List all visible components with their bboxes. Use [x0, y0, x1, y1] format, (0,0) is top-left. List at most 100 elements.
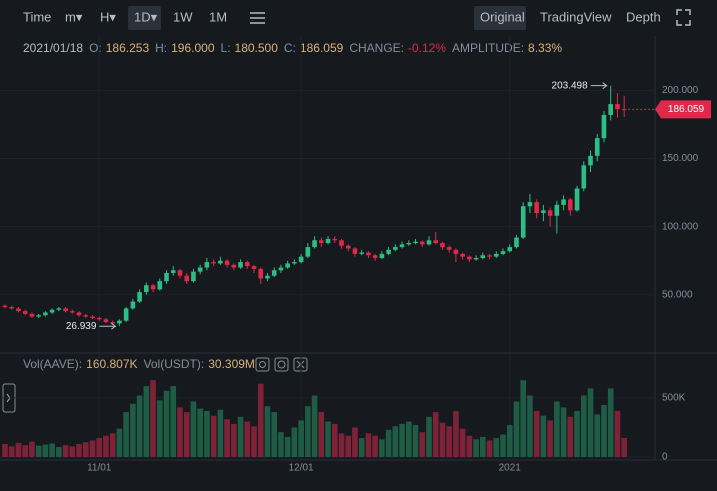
volume-bar	[8, 446, 15, 457]
interval-button[interactable]: 1D▾	[134, 9, 158, 24]
fullscreen-icon[interactable]	[676, 9, 691, 26]
volume-bar	[22, 445, 28, 457]
x-tick-label: 2021	[499, 463, 522, 474]
interval-button[interactable]: m▾	[65, 9, 83, 24]
candle-body	[157, 281, 163, 290]
volume-bar	[331, 423, 338, 457]
volume-bar	[76, 444, 82, 457]
volume-bar	[305, 406, 311, 457]
volume-bar	[513, 401, 520, 457]
volume-tick-label: 0	[662, 452, 668, 463]
volume-bar	[338, 433, 345, 457]
volume-label: Vol(USDT):	[144, 357, 205, 371]
volume-bar	[385, 429, 392, 457]
volume-bar	[264, 406, 271, 457]
volume-tick-label: 500K	[662, 393, 686, 404]
volume-bar	[29, 441, 35, 457]
candle-body	[96, 317, 102, 320]
candle-body	[292, 262, 297, 264]
candle-body	[621, 109, 627, 111]
volume-bar	[574, 410, 580, 457]
volume-legend-icons[interactable]	[255, 357, 308, 372]
volume-bar	[480, 436, 486, 457]
volume-bar	[392, 426, 399, 457]
volume-bar	[271, 412, 277, 457]
candle-body	[204, 262, 210, 268]
candle-body	[110, 322, 115, 324]
volume-label: Vol(AAVE):	[23, 357, 82, 371]
candle-body	[258, 268, 264, 279]
volume-bar	[2, 444, 8, 457]
volume-bar	[278, 432, 284, 457]
volume-bar	[345, 435, 352, 457]
interval-button[interactable]: Time	[23, 9, 51, 24]
volume-bar	[614, 410, 621, 457]
candle-body	[312, 240, 317, 248]
volume-bar	[183, 412, 190, 457]
candle-body	[534, 202, 539, 214]
candle-body	[130, 301, 136, 309]
volume-bar	[42, 444, 49, 457]
volume-bar	[379, 439, 385, 457]
candle-body	[325, 238, 331, 244]
candle-body	[211, 262, 216, 264]
info-date: 2021/01/18	[23, 41, 83, 55]
candle-body	[487, 255, 492, 257]
volume-bar	[587, 388, 594, 457]
view-button[interactable]: Depth	[626, 9, 661, 24]
info-value: -0.12%	[408, 41, 446, 55]
interval-button[interactable]: H▾	[100, 9, 116, 24]
candle-body	[218, 260, 223, 264]
candle-body	[90, 316, 95, 318]
candle-body	[433, 240, 439, 244]
candle-body	[16, 308, 21, 312]
candle-body	[386, 249, 391, 254]
candle-body	[615, 104, 620, 110]
volume-bar	[506, 425, 513, 457]
interval-button[interactable]: 1M	[209, 9, 227, 24]
max-arrow-head	[602, 82, 608, 90]
volume-bar	[69, 446, 76, 457]
info-label: C:	[284, 41, 296, 55]
y-tick-label: 100.000	[662, 221, 699, 232]
volume-bar	[459, 428, 466, 457]
volume-bar	[224, 419, 230, 457]
volume-bar	[453, 410, 459, 457]
candle-body	[574, 188, 580, 211]
candle-body	[520, 206, 526, 238]
candle-body	[581, 165, 587, 189]
volume-bar	[177, 407, 183, 457]
volume-bar	[103, 435, 109, 457]
candle-body	[345, 245, 351, 249]
settings-icon[interactable]	[250, 12, 265, 24]
volume-bar	[150, 380, 156, 457]
volume-bar	[439, 422, 446, 457]
volume-bar	[217, 409, 224, 457]
candle-body	[453, 249, 459, 254]
candle-body	[554, 204, 560, 216]
volume-bar	[56, 446, 62, 457]
volume-bar	[210, 415, 217, 457]
volume-bar	[621, 437, 627, 457]
volume-bar	[298, 420, 304, 457]
volume-bar	[156, 400, 163, 457]
y-tick-label: 50.000	[662, 289, 693, 300]
candle-body	[379, 253, 385, 258]
ohlc-info: 2021/01/18 O: 186.253 H: 196.000 L: 180.500 C: 1…	[23, 41, 562, 55]
candle-body	[49, 309, 55, 313]
candle-body	[406, 243, 412, 245]
interval-button[interactable]: 1W	[173, 9, 193, 24]
candle-body	[170, 270, 176, 273]
volume-bar	[130, 403, 136, 457]
view-button[interactable]: Original	[480, 9, 525, 24]
volume-bar	[257, 383, 264, 457]
volume-bar	[170, 386, 177, 457]
volume-bar	[406, 421, 412, 457]
candle-body	[305, 247, 311, 257]
volume-bar	[123, 412, 129, 457]
volume-value: 30.309M	[208, 357, 255, 371]
candle-body	[467, 256, 472, 260]
view-button[interactable]: TradingView	[540, 9, 612, 24]
